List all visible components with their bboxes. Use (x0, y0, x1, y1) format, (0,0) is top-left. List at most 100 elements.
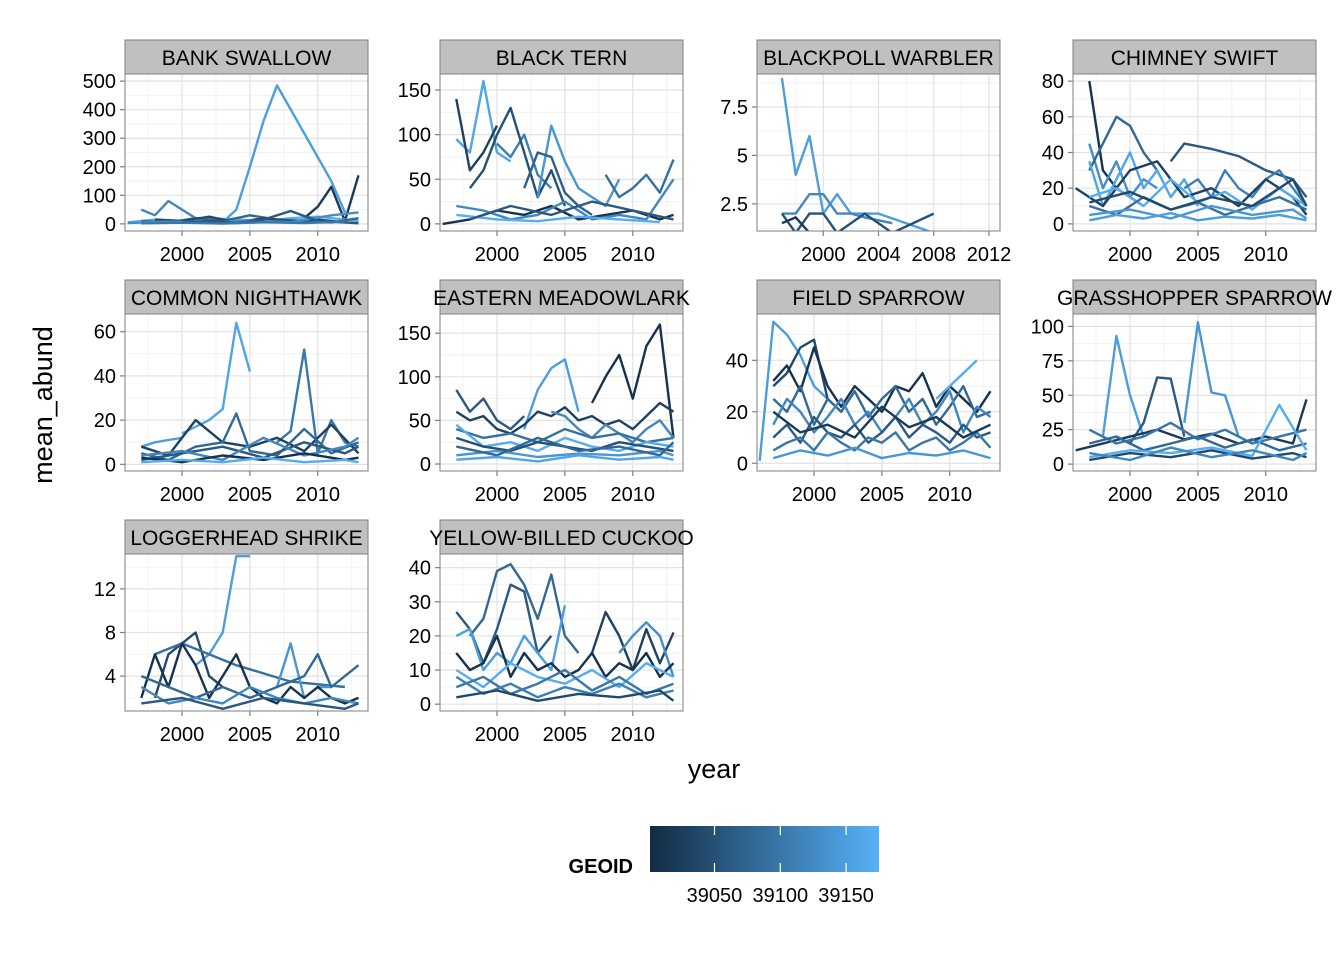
facet-strip-label: LOGGERHEAD SHRIKE (130, 527, 362, 550)
x-tick-label: 2000 (475, 484, 520, 506)
facet-strip (124, 519, 369, 555)
series-line-geoid-39080 (456, 436, 675, 457)
x-tick-label: 2000 (1108, 484, 1153, 506)
series-line-geoid-39170 (455, 662, 675, 689)
series-line-geoid-39080 (1088, 115, 1159, 172)
facet-grasshopper-sparrow: GRASSHOPPER SPARROW 0 25 50 75 100 2000 2005 201… (1031, 279, 1332, 506)
series-group (1075, 80, 1308, 222)
legend-tick-label: 39100 (752, 885, 808, 907)
y-tick-label: 200 (83, 157, 116, 179)
x-tick-label: 2010 (928, 484, 973, 506)
x-tick-label: 2000 (160, 484, 205, 506)
y-tick-label: 0 (1053, 214, 1064, 236)
y-tick-label: 100 (398, 367, 431, 389)
x-tick-label: 2005 (228, 244, 273, 266)
series-line-geoid-39040 (456, 689, 675, 702)
series-line-geoid-39010 (455, 634, 675, 679)
facet-blackpoll-warbler: BLACKPOLL WARBLER 2.5 5 7.5 2000 2004 2008 2012 (720, 39, 1011, 266)
x-tick-label: 2005 (228, 724, 273, 746)
series-line-geoid-39060 (469, 200, 674, 221)
x-tick-label: 2010 (1244, 244, 1289, 266)
series-group (442, 79, 675, 226)
geoid-legend: GEOID 39050 39100 39150 (569, 826, 879, 907)
series-line-geoid-39090 (455, 427, 674, 444)
y-tick-label: 80 (1042, 71, 1064, 93)
y-tick-label: 0 (737, 453, 748, 475)
x-tick-label: 2000 (801, 244, 846, 266)
x-tick-label: 2005 (543, 244, 588, 266)
y-tick-label: 150 (398, 323, 431, 345)
y-tick-label: 20 (726, 402, 748, 424)
y-tick-label: 75 (1042, 351, 1064, 373)
y-tick-label: 0 (1053, 454, 1064, 476)
y-axis-title: mean_abund (28, 326, 58, 484)
x-tick-label: 2010 (296, 484, 341, 506)
series-group (455, 323, 675, 463)
series-line-geoid-39120 (550, 410, 675, 444)
panel-background (757, 314, 1000, 471)
series-line-geoid-39080 (468, 563, 580, 654)
y-tick-label: 40 (94, 366, 116, 388)
x-tick-label: 2005 (543, 724, 588, 746)
facet-strip-label: BLACKPOLL WARBLER (763, 47, 994, 70)
series-line-geoid-39090 (154, 642, 346, 689)
y-tick-label: 7.5 (720, 97, 748, 119)
facet-strip-label: GRASSHOPPER SPARROW (1057, 287, 1332, 310)
y-tick-label: 12 (94, 579, 116, 601)
panel-border (439, 553, 684, 712)
series-line-geoid-39140 (1089, 204, 1308, 220)
y-tick-label: 500 (83, 71, 116, 93)
y-tick-label: 300 (83, 128, 116, 150)
legend-title: GEOID (569, 856, 633, 878)
y-tick-label: 30 (409, 592, 431, 614)
series-line-geoid-39140 (1183, 321, 1240, 437)
facet-yellow-billed-cuckoo: YELLOW-BILLED CUCKOO 0 10 20 30 40 2000 2005 201… (409, 519, 694, 746)
panel-border (1072, 313, 1317, 472)
series-line-geoid-39060 (141, 696, 359, 710)
series-line-geoid-39170 (1089, 403, 1308, 459)
facet-strip (439, 39, 684, 75)
series-line-geoid-39120 (781, 192, 893, 225)
y-tick-label: 0 (420, 694, 431, 716)
series-group (1075, 321, 1308, 462)
legend-tick-label: 39150 (818, 885, 874, 907)
series-line-geoid-39140 (456, 449, 674, 459)
series-line-geoid-39150 (1089, 211, 1307, 222)
x-tick-label: 2004 (856, 244, 901, 266)
series-line-geoid-39040 (1089, 449, 1307, 462)
series-line-geoid-39170 (935, 359, 978, 400)
series-line-geoid-39020 (772, 405, 992, 439)
y-tick-label: 400 (83, 100, 116, 122)
x-tick-label: 2010 (296, 244, 341, 266)
series-line-geoid-39140 (772, 446, 991, 460)
series-line-geoid-39030 (140, 418, 360, 457)
y-tick-label: 20 (94, 410, 116, 432)
x-tick-label: 2000 (792, 484, 837, 506)
series-line-geoid-39110 (1183, 169, 1308, 207)
facet-strip (756, 279, 1001, 315)
series-line-geoid-39120 (140, 685, 359, 705)
facet-strip-label: BLACK TERN (496, 47, 628, 70)
series-line-geoid-39150 (523, 358, 580, 430)
y-tick-label: 60 (1042, 107, 1064, 129)
series-line-geoid-39120 (141, 436, 360, 462)
x-tick-label: 2010 (611, 244, 656, 266)
series-group (140, 321, 360, 464)
y-tick-label: 100 (1031, 316, 1064, 338)
series-line-geoid-39020 (781, 216, 810, 231)
series-line-geoid-39160 (456, 454, 674, 463)
y-tick-label: 8 (105, 623, 116, 645)
series-line-geoid-39100 (772, 431, 992, 452)
facet-strip-label: CHIMNEY SWIFT (1111, 47, 1279, 70)
y-tick-label: 20 (1042, 178, 1064, 200)
facet-strip (1072, 279, 1317, 315)
panel-border (439, 73, 684, 232)
series-line-geoid-39120 (1089, 446, 1308, 462)
y-tick-label: 25 (1042, 420, 1064, 442)
facet-bank-swallow: BANK SWALLOW 0 100 200 300 400 500 2000 2005 2010 (83, 39, 369, 266)
series-line-geoid-39100 (141, 220, 345, 225)
series-group (127, 84, 360, 225)
facet-strip (756, 39, 1001, 75)
